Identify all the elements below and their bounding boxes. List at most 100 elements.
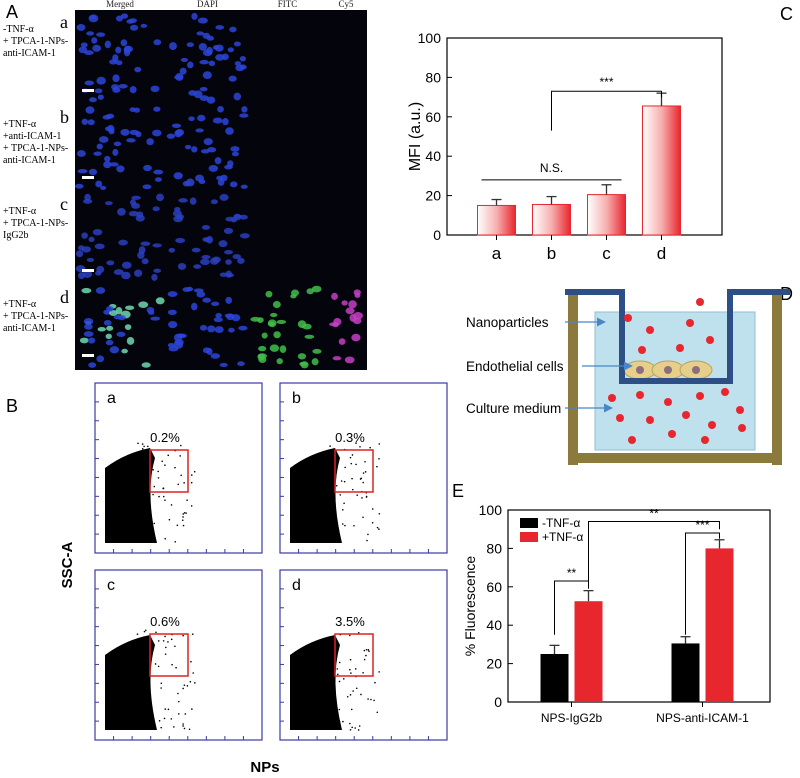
cell-nucleus: [187, 61, 194, 69]
event-dot: [358, 725, 361, 727]
event-dot: [143, 534, 145, 536]
stand-left: [568, 295, 578, 465]
event-dot: [322, 463, 325, 466]
event-dot: [336, 714, 339, 717]
cell-nucleus: [197, 17, 208, 24]
scale-bar: [82, 176, 94, 179]
cell-nucleus: [88, 236, 95, 243]
event-dot: [327, 471, 329, 474]
annotation: **: [649, 507, 659, 521]
cell-nucleus: [202, 71, 212, 79]
cell-nucleus: [304, 334, 315, 339]
event-dot: [164, 653, 167, 655]
event-dot: [335, 724, 338, 726]
cell-nucleus: [146, 138, 154, 146]
cell-nucleus: [191, 12, 198, 20]
event-dot: [366, 539, 368, 542]
cell-nucleus: [212, 256, 221, 263]
cell-nucleus: [82, 270, 93, 278]
event-dot: [149, 717, 152, 720]
event-dot: [378, 671, 380, 673]
gate: [334, 449, 374, 493]
event-dot: [155, 631, 157, 634]
cell-nucleus: [215, 313, 222, 318]
row-condition: +TNF-α: [3, 299, 37, 310]
cell-nucleus: [146, 307, 155, 314]
cell-nucleus: [77, 272, 85, 280]
cell-nucleus: [175, 237, 186, 244]
event-dot: [182, 725, 184, 727]
cell-nucleus: [173, 341, 184, 349]
micrograph: [325, 285, 367, 370]
event-dot: [344, 524, 346, 527]
gate-percent: 0.3%: [335, 430, 365, 445]
row-condition: +anti-ICAM-1: [3, 131, 61, 142]
event-dot: [140, 703, 142, 706]
cell-nucleus: [345, 307, 355, 315]
cell-nucleus: [202, 297, 211, 303]
event-dot: [162, 487, 165, 490]
event-dot: [141, 448, 144, 450]
event-dot: [134, 492, 137, 495]
x-axis-label: NPs: [250, 759, 279, 776]
cell-nucleus: [76, 24, 86, 31]
cell-nucleus: [199, 95, 210, 101]
cell-nucleus: [171, 123, 182, 129]
event-dot: [324, 645, 327, 647]
event-dot: [167, 708, 170, 711]
event-dot: [157, 477, 160, 479]
cell-nucleus: [150, 316, 161, 321]
cell-nucleus: [100, 185, 107, 190]
scale-bar: [82, 269, 94, 272]
cell-nucleus: [105, 201, 113, 206]
bar: [532, 203, 571, 236]
event-dot: [146, 662, 149, 664]
event-dot: [170, 718, 173, 720]
event-dot: [174, 540, 177, 543]
cell-nucleus: [224, 249, 233, 255]
cell-nucleus: [80, 42, 88, 48]
event-dot: [137, 491, 140, 493]
scale-bar: [82, 354, 94, 357]
y-tick-label: 40: [486, 617, 502, 633]
event-dot: [170, 638, 173, 641]
cell-nucleus: [204, 237, 211, 243]
annotation: **: [567, 566, 577, 580]
y-axis-label: MFI (a.u.): [407, 102, 424, 171]
insert: [565, 289, 790, 384]
cell-nucleus: [95, 287, 106, 294]
cell-nucleus: [193, 90, 203, 99]
x-tick-label: c: [602, 244, 611, 263]
event-dot: [342, 720, 344, 723]
cell-nucleus: [83, 331, 94, 337]
cell-nucleus: [153, 106, 161, 112]
event-dot: [367, 698, 369, 700]
sig-bracket: [554, 580, 589, 635]
event-dot: [179, 455, 181, 457]
event-dot: [139, 458, 142, 461]
cell-nucleus: [153, 268, 162, 273]
y-tick-label: 20: [486, 656, 502, 672]
cell-nucleus: [117, 208, 126, 216]
event-dot: [330, 521, 332, 523]
cell-nucleus: [197, 114, 206, 122]
event-dot: [147, 503, 150, 505]
event-dot: [194, 682, 196, 684]
event-cloud: [290, 635, 342, 730]
row-condition: + TPCA-1-NPs-: [3, 36, 68, 47]
event-dot: [185, 512, 187, 514]
event-dot: [367, 533, 369, 536]
event-dot: [146, 639, 148, 642]
cell-nucleus: [231, 151, 239, 157]
cell-nucleus: [237, 257, 245, 264]
cell-nucleus: [175, 129, 185, 136]
column-header: Merged: [106, 0, 134, 9]
cell-nucleus: [208, 60, 216, 67]
y-tick-label: 80: [486, 540, 502, 556]
cell-nucleus: [126, 19, 134, 24]
bar: [477, 204, 516, 236]
event-dot: [182, 513, 185, 515]
cell-nucleus: [131, 195, 141, 200]
nanoparticle: [736, 406, 744, 414]
event-dot: [343, 502, 345, 505]
